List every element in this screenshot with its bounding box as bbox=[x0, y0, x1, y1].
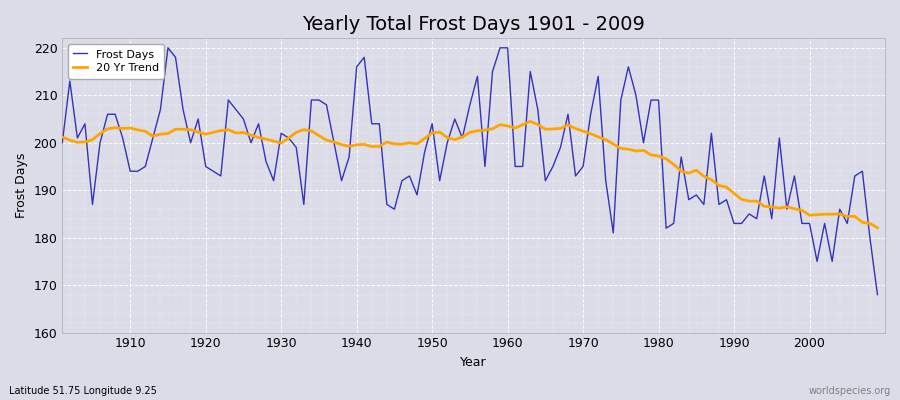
Text: worldspecies.org: worldspecies.org bbox=[809, 386, 891, 396]
Frost Days bbox=[163, 46, 174, 50]
Text: Latitude 51.75 Longitude 9.25: Latitude 51.75 Longitude 9.25 bbox=[9, 386, 157, 396]
Y-axis label: Frost Days: Frost Days bbox=[15, 153, 28, 218]
Frost Days bbox=[509, 164, 520, 169]
Frost Days bbox=[872, 292, 883, 297]
20 Yr Trend bbox=[502, 124, 513, 128]
20 Yr Trend bbox=[525, 119, 535, 124]
20 Yr Trend bbox=[495, 122, 506, 127]
Line: Frost Days: Frost Days bbox=[62, 48, 878, 295]
Frost Days bbox=[337, 178, 347, 183]
Frost Days bbox=[57, 140, 68, 145]
X-axis label: Year: Year bbox=[460, 356, 487, 369]
Frost Days bbox=[600, 178, 611, 183]
20 Yr Trend bbox=[328, 140, 339, 144]
Frost Days bbox=[291, 145, 302, 150]
20 Yr Trend bbox=[600, 137, 611, 142]
Line: 20 Yr Trend: 20 Yr Trend bbox=[62, 121, 878, 228]
20 Yr Trend bbox=[284, 136, 294, 140]
Frost Days bbox=[502, 46, 513, 50]
Frost Days bbox=[117, 136, 128, 140]
20 Yr Trend bbox=[872, 225, 883, 230]
20 Yr Trend bbox=[57, 135, 68, 140]
Legend: Frost Days, 20 Yr Trend: Frost Days, 20 Yr Trend bbox=[68, 44, 165, 78]
Title: Yearly Total Frost Days 1901 - 2009: Yearly Total Frost Days 1901 - 2009 bbox=[302, 15, 645, 34]
20 Yr Trend bbox=[117, 126, 128, 131]
